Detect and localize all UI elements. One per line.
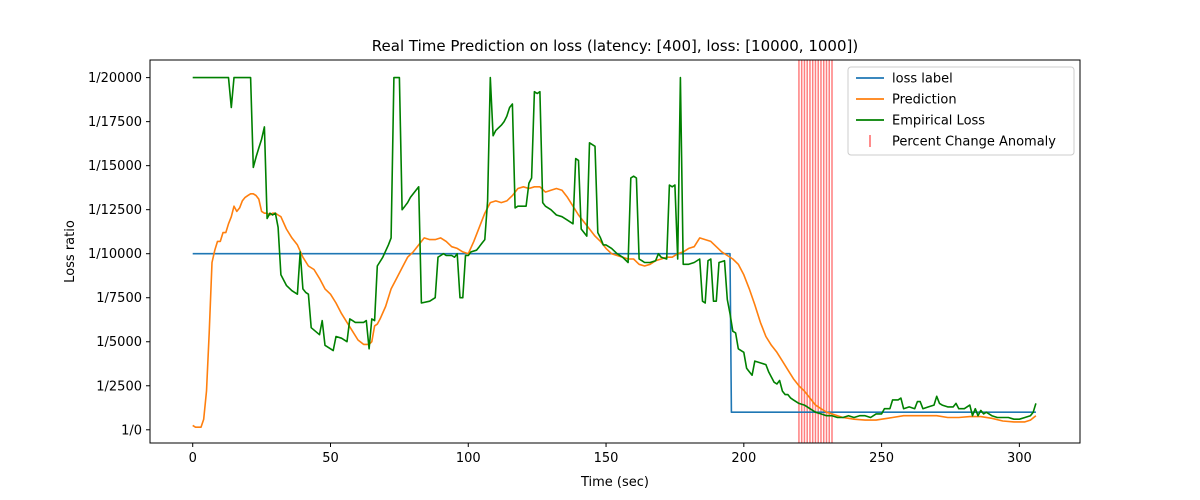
plot-content (192, 60, 1037, 443)
y-tick-label: 1/15000 (88, 159, 142, 174)
y-tick-label: 1/5000 (96, 335, 142, 350)
y-tick-label: 1/0 (121, 423, 142, 438)
legend-box (847, 66, 1075, 156)
x-tick-label: 250 (869, 451, 894, 466)
legend-label: Percent Change Anomaly (892, 135, 1056, 150)
y-tick-label: 1/12500 (88, 203, 142, 218)
x-tick-label: 300 (1007, 451, 1032, 466)
x-tick-label: 150 (594, 451, 619, 466)
legend-label: loss label (892, 72, 953, 87)
axes-frame (149, 59, 1081, 444)
x-tick-label: 200 (731, 451, 756, 466)
y-tick-label: 1/7500 (96, 291, 142, 306)
y-axis-label: Loss ratio (63, 220, 78, 283)
series-line-loss-label (192, 252, 1036, 413)
x-axis-label: Time (sec) (580, 475, 649, 490)
legend: loss label Prediction Empirical Loss Percen… (847, 66, 1075, 156)
y-tick-label: 1/17500 (88, 115, 142, 130)
x-tick-label: 50 (322, 451, 339, 466)
legend-label: Empirical Loss (892, 114, 985, 129)
x-tick-label: 0 (189, 451, 197, 466)
series-line-empirical-loss (192, 76, 1037, 420)
y-tick-label: 1/20000 (88, 71, 142, 86)
chart-title: Real Time Prediction on loss (latency: [… (372, 37, 858, 55)
y-tick-label: 1/2500 (96, 379, 142, 394)
legend-label: Prediction (892, 93, 957, 108)
y-tick-label: 1/10000 (88, 247, 142, 262)
plot-area (192, 60, 1037, 443)
x-tick-label: 100 (456, 451, 481, 466)
axis-ticks: 0 50 100 150 200 250 300 1/0 1/2500 1/5000 1/7500 1… (88, 71, 1032, 466)
